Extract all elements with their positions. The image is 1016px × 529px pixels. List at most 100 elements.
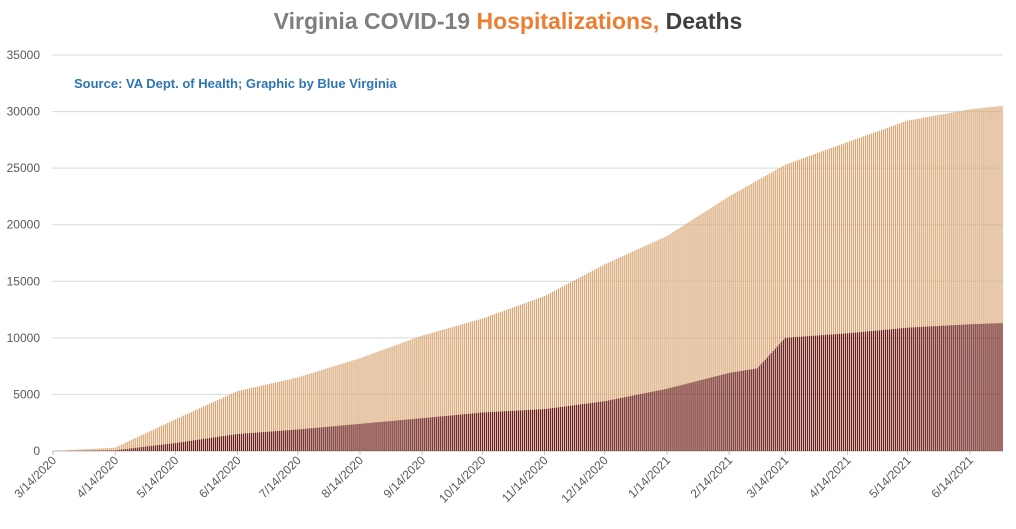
- death-bar: [269, 431, 271, 451]
- hospitalization-bar: [491, 314, 494, 451]
- hospitalization-bar: [246, 388, 249, 451]
- death-bar: [646, 392, 648, 451]
- death-bar: [606, 400, 608, 451]
- hospitalization-bar: [154, 428, 156, 451]
- death-bar: [531, 409, 534, 451]
- hospitalization-bar: [792, 161, 794, 452]
- death-bar: [901, 328, 903, 451]
- death-bar: [812, 335, 815, 451]
- death-bar: [503, 411, 506, 451]
- hospitalization-bar: [600, 266, 602, 451]
- hospitalization-bar: [289, 379, 291, 451]
- hospitalization-bar: [730, 195, 732, 451]
- hospitalization-bar: [652, 242, 654, 451]
- hospitalization-bar: [313, 372, 315, 451]
- hospitalization-bar: [403, 342, 405, 451]
- death-bar: [672, 387, 674, 451]
- death-bar: [768, 355, 770, 451]
- death-bar: [889, 329, 891, 451]
- death-bar: [98, 450, 100, 451]
- death-bar: [758, 366, 760, 451]
- hospitalization-bar: [576, 279, 578, 451]
- death-bar: [854, 332, 857, 451]
- death-bar: [628, 396, 630, 451]
- death-bar: [136, 447, 138, 451]
- death-bar: [255, 432, 257, 451]
- death-bar: [327, 426, 329, 451]
- death-bar: [341, 425, 343, 451]
- death-bar: [632, 395, 634, 451]
- death-bar: [676, 386, 678, 451]
- hospitalization-bar: [547, 293, 550, 451]
- death-bar: [862, 331, 865, 451]
- death-bar: [397, 420, 399, 451]
- death-bar: [945, 325, 947, 451]
- death-bar: [842, 333, 845, 451]
- death-bar: [592, 402, 594, 451]
- hospitalization-bar: [503, 310, 506, 451]
- x-tick-label: 4/14/2020: [74, 453, 122, 501]
- hospitalization-bar: [856, 138, 859, 451]
- hospitalization-bar: [887, 127, 889, 451]
- death-bar: [170, 443, 172, 451]
- death-bar: [459, 414, 461, 451]
- death-bar: [160, 444, 162, 451]
- hospitalization-bar: [989, 107, 991, 452]
- hospitalization-bar: [553, 290, 556, 451]
- death-bar: [652, 391, 654, 451]
- death-bar: [549, 408, 552, 451]
- hospitalization-bar: [993, 106, 995, 452]
- death-bar: [283, 430, 285, 451]
- death-bar: [259, 432, 261, 451]
- death-bar: [969, 324, 971, 451]
- hospitalization-bar: [543, 295, 546, 451]
- hospitalization-bar: [969, 109, 971, 452]
- death-bar: [371, 422, 373, 451]
- hospitalization-bar: [377, 351, 379, 451]
- hospitalization-bar: [479, 319, 481, 451]
- x-tick-label: 6/14/2021: [928, 453, 976, 501]
- hospitalization-bar: [646, 245, 648, 451]
- death-bar: [856, 332, 859, 451]
- death-bar: [134, 447, 136, 451]
- hospitalization-bar: [746, 186, 748, 451]
- hospitalization-bar: [208, 403, 211, 451]
- death-bar: [1001, 323, 1003, 451]
- hospitalization-bar: [804, 157, 806, 451]
- x-tick-label: 5/14/2020: [134, 453, 182, 501]
- hospitalization-bar: [417, 337, 419, 451]
- hospitalization-bar: [70, 450, 72, 451]
- death-bar: [961, 324, 963, 451]
- death-bar: [138, 447, 140, 451]
- death-bar: [955, 325, 957, 451]
- hospitalization-bar: [82, 449, 84, 451]
- hospitalization-bar: [686, 223, 688, 451]
- hospitalization-bar: [367, 355, 369, 451]
- hospitalization-bar: [281, 381, 283, 451]
- hospitalization-bar: [957, 111, 959, 451]
- hospitalization-bar: [862, 136, 865, 451]
- hospitalization-bar: [349, 361, 351, 451]
- hospitalization-bar: [555, 289, 558, 451]
- hospitalization-bar: [642, 246, 644, 451]
- death-bar: [333, 426, 335, 451]
- hospitalization-bar: [425, 334, 427, 451]
- hospitalization-bar: [810, 155, 813, 452]
- death-bar: [686, 383, 688, 451]
- hospitalization-bar: [238, 390, 241, 451]
- death-bar: [445, 415, 447, 451]
- hospitalization-bar: [435, 331, 437, 451]
- death-bar: [387, 421, 389, 451]
- hospitalization-bar: [630, 252, 632, 451]
- death-bar: [891, 329, 893, 451]
- death-bar: [539, 409, 542, 451]
- hospitalization-bar: [939, 114, 941, 451]
- death-bar: [176, 442, 179, 451]
- hospitalization-bar: [636, 249, 638, 451]
- death-bar: [373, 422, 375, 451]
- death-bar: [630, 395, 632, 451]
- death-bar: [118, 449, 120, 451]
- hospitalization-bar: [897, 124, 899, 451]
